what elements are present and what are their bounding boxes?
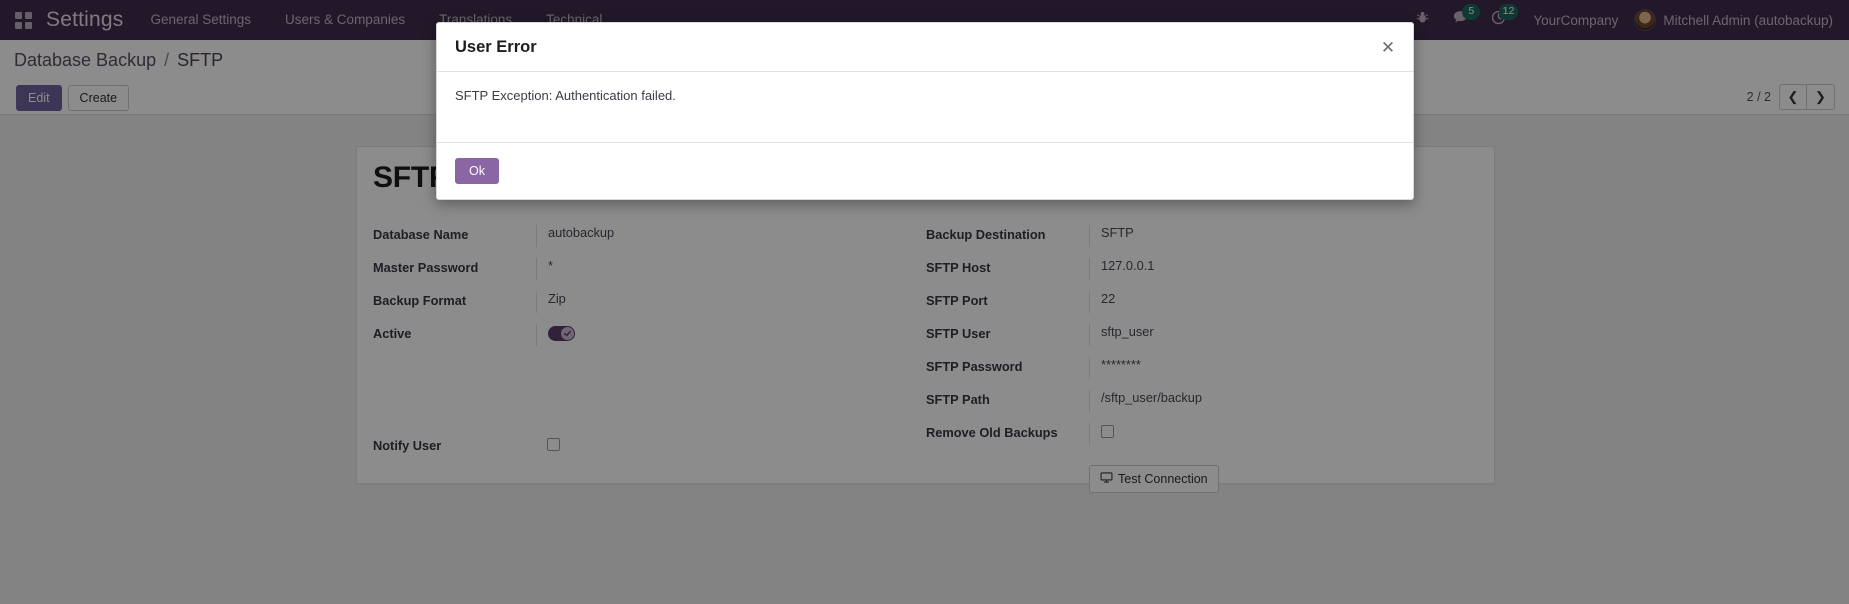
navbar-right-tools: 5 12 YourCompany Mitchell Admin (autobac… (1403, 0, 1849, 40)
breadcrumb-item-sftp: SFTP (177, 50, 224, 70)
field-label: SFTP User (926, 326, 991, 341)
field-value (536, 324, 926, 346)
field-label: Backup Format (373, 293, 467, 308)
debug-menu-button[interactable] (1403, 0, 1441, 40)
modal-header: User Error ✕ (437, 23, 1413, 72)
field-sftp-port: SFTP Port 22 (926, 291, 1479, 324)
test-connection-button[interactable]: Test Connection (1089, 465, 1219, 493)
user-error-dialog: User Error ✕ SFTP Exception: Authenticat… (436, 22, 1414, 200)
error-message: SFTP Exception: Authentication failed. (455, 88, 676, 103)
field-label: SFTP Host (926, 260, 991, 275)
field-label: Notify User (373, 438, 442, 453)
messages-count-badge: 5 (1462, 4, 1481, 20)
avatar (1634, 9, 1657, 31)
active-toggle[interactable] (548, 325, 575, 341)
bug-icon (1415, 10, 1430, 30)
breadcrumb-separator: / (164, 50, 170, 70)
field-database-name: Database Name autobackup (373, 225, 926, 258)
field-label: Master Password (373, 260, 479, 275)
activities-count-badge: 12 (1498, 4, 1519, 20)
pager-previous-button[interactable]: ❮ (1779, 84, 1807, 110)
breadcrumb-item-database-backup[interactable]: Database Backup (14, 50, 157, 70)
modal-title: User Error (455, 37, 537, 56)
chevron-left-icon: ❮ (1787, 89, 1799, 104)
field-master-password: Master Password * (373, 258, 926, 291)
field-label: Remove Old Backups (926, 425, 1058, 440)
field-value (536, 436, 926, 458)
create-button[interactable]: Create (67, 85, 130, 111)
remove-old-backups-checkbox[interactable] (1101, 425, 1114, 439)
field-backup-format: Backup Format Zip (373, 291, 926, 324)
field-value[interactable]: 127.0.0.1 (1089, 258, 1479, 280)
user-menu-label: Mitchell Admin (autobackup) (1663, 12, 1833, 28)
check-icon (564, 330, 571, 336)
menu-general-settings[interactable]: General Settings (150, 12, 252, 27)
messages-button[interactable]: 5 (1441, 0, 1481, 40)
pager: 2 / 2 ❮ ❯ (1747, 84, 1835, 110)
field-sftp-user: SFTP User sftp_user (926, 324, 1479, 357)
menu-users-and-companies[interactable]: Users & Companies (285, 12, 406, 27)
field-sftp-host: SFTP Host 127.0.0.1 (926, 258, 1479, 291)
field-backup-destination: Backup Destination SFTP (926, 225, 1479, 258)
field-value[interactable]: 22 (1089, 291, 1479, 313)
control-panel-buttons: Edit Create (16, 85, 130, 111)
ok-button[interactable]: Ok (455, 158, 499, 184)
form-column-right: Backup Destination SFTP SFTP Host 127.0.… (926, 225, 1479, 493)
test-connection-label: Test Connection (1118, 472, 1208, 486)
field-remove-old-backups: Remove Old Backups (926, 423, 1479, 456)
modal-body: SFTP Exception: Authentication failed. (437, 72, 1413, 143)
edit-button[interactable]: Edit (16, 85, 62, 111)
field-value[interactable]: sftp_user (1089, 324, 1479, 346)
field-sftp-path: SFTP Path /sftp_user/backup (926, 390, 1479, 423)
form-column-left: Database Name autobackup Master Password… (373, 225, 926, 493)
toggle-knob (561, 326, 574, 340)
field-label: SFTP Password (926, 359, 1023, 374)
breadcrumb: Database Backup / SFTP (14, 50, 223, 71)
notify-user-checkbox[interactable] (547, 438, 560, 452)
pager-buttons: ❮ ❯ (1779, 84, 1835, 110)
apps-menu-button[interactable] (0, 0, 46, 40)
apps-grid-icon (14, 11, 32, 29)
field-value[interactable]: SFTP (1089, 225, 1479, 247)
field-value[interactable]: ******** (1089, 357, 1479, 379)
modal-footer: Ok (437, 143, 1413, 199)
activities-button[interactable]: 12 (1479, 0, 1519, 40)
monitor-icon (1100, 471, 1113, 487)
field-sftp-password: SFTP Password ******** (926, 357, 1479, 390)
close-icon[interactable]: ✕ (1377, 36, 1399, 58)
chevron-right-icon: ❯ (1815, 89, 1826, 104)
user-menu[interactable]: Mitchell Admin (autobackup) (1634, 9, 1839, 31)
field-label: SFTP Path (926, 392, 990, 407)
field-label: SFTP Port (926, 293, 988, 308)
field-label: Backup Destination (926, 227, 1046, 242)
field-value[interactable]: * (536, 258, 926, 280)
app-brand-name[interactable]: Settings (46, 8, 124, 31)
company-switcher[interactable]: YourCompany (1533, 12, 1619, 28)
field-active: Active (373, 324, 926, 357)
form-fields: Database Name autobackup Master Password… (373, 225, 1479, 493)
test-connection-wrap: Test Connection (926, 456, 1479, 493)
form-sheet: SFTP Database Name autobackup Master Pas… (356, 146, 1495, 493)
field-label: Active (373, 326, 412, 341)
field-value (1089, 423, 1479, 445)
pager-next-button[interactable]: ❯ (1807, 84, 1835, 110)
field-value[interactable]: Zip (536, 291, 926, 313)
field-notify-user: Notify User (373, 436, 926, 469)
field-value[interactable]: /sftp_user/backup (1089, 390, 1479, 412)
field-value[interactable]: autobackup (536, 225, 926, 247)
pager-counter: 2 / 2 (1746, 90, 1771, 104)
field-label: Database Name (373, 227, 469, 242)
